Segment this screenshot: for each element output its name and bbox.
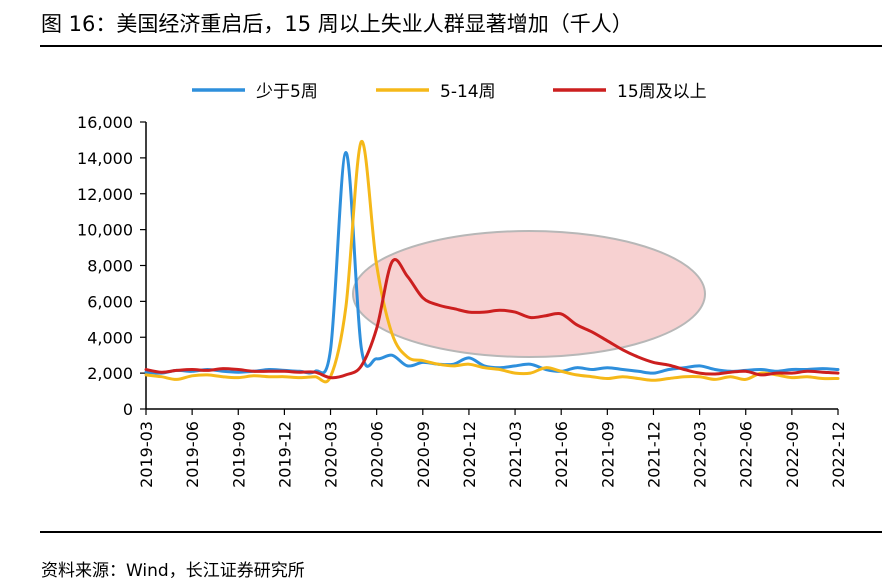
x-tick-label: 2019-12	[275, 421, 294, 488]
x-tick-label: 2021-09	[598, 421, 617, 488]
y-tick-label: 14,000	[77, 149, 133, 168]
x-tick-label: 2020-09	[414, 421, 433, 488]
x-tick-label: 2021-03	[506, 421, 525, 488]
series-line-0	[144, 150, 840, 375]
x-tick-label: 2021-12	[644, 421, 663, 488]
y-tick-label: 0	[123, 400, 133, 419]
x-tick-label: 2021-06	[552, 421, 571, 488]
x-tick-label: 2022-03	[691, 421, 710, 488]
legend-label-1: 5-14周	[440, 82, 496, 102]
series-line-1	[144, 140, 840, 384]
title-rule	[40, 45, 882, 47]
x-tick-label: 2022-12	[829, 421, 848, 488]
y-tick-label: 4,000	[87, 328, 133, 347]
y-tick-label: 6,000	[87, 292, 133, 311]
source-rule	[40, 531, 882, 533]
y-axis: 0 2,000 4,000 6,000 8,000 10,000 12,000 14,000 1…	[77, 113, 147, 419]
y-tick-label: 12,000	[77, 185, 133, 204]
figure-title: 图 16：美国经济重启后，15 周以上失业人群显著增加（千人）	[41, 12, 633, 36]
x-axis: 2019-03 2019-06 2019-09 2019-12 2020-03 2020-…	[137, 408, 848, 488]
source-note: 资料来源：Wind，长江证券研究所	[41, 561, 305, 581]
x-tick-label: 2020-03	[322, 421, 341, 488]
legend-label-0: 少于5周	[256, 82, 318, 102]
legend: 少于5周 5-14周 15周及以上	[192, 82, 707, 102]
y-tick-label: 8,000	[87, 257, 133, 276]
x-tick-label: 2020-06	[368, 421, 387, 488]
series-line-2	[144, 258, 840, 380]
y-tick-label: 10,000	[77, 221, 133, 240]
x-tick-label: 2022-09	[783, 421, 802, 488]
x-tick-label: 2019-03	[137, 421, 156, 488]
y-tick-label: 2,000	[87, 364, 133, 383]
legend-label-2: 15周及以上	[617, 82, 707, 102]
series-lines	[144, 140, 840, 384]
x-tick-label: 2019-06	[183, 421, 202, 488]
x-tick-label: 2019-09	[229, 421, 248, 488]
x-tick-label: 2022-06	[737, 421, 756, 488]
x-tick-label: 2020-12	[460, 421, 479, 488]
highlight-ellipse	[352, 230, 706, 358]
y-tick-label: 16,000	[77, 113, 133, 132]
